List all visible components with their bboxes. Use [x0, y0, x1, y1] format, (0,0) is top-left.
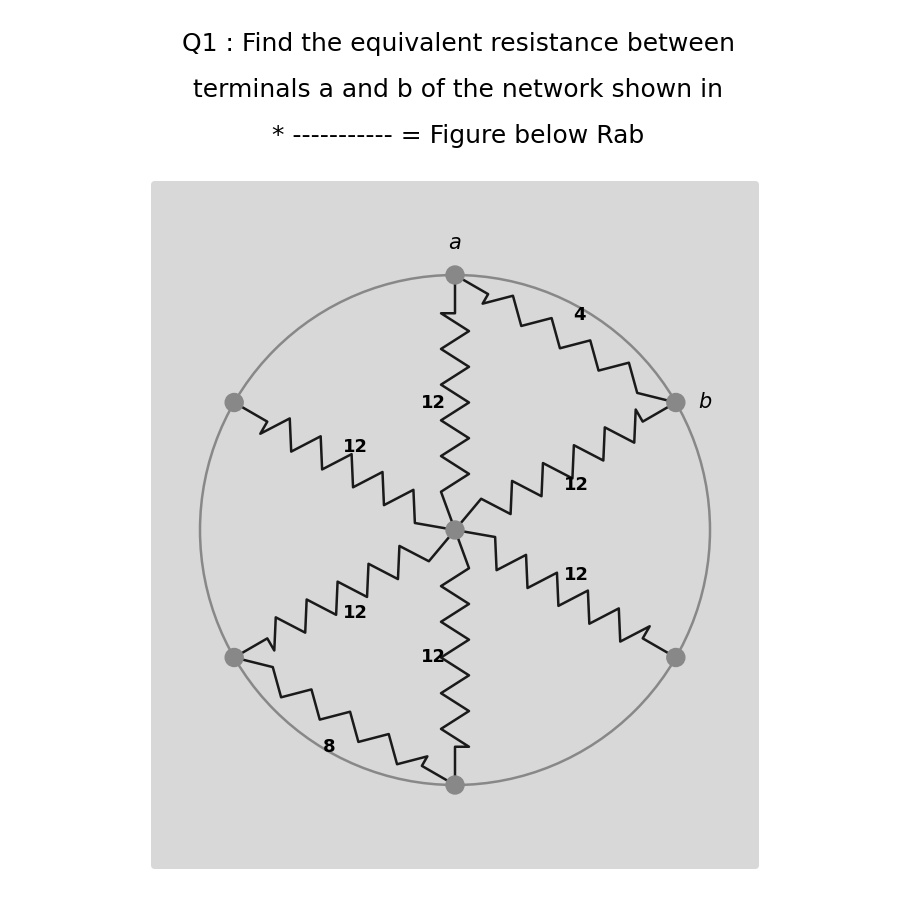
Text: terminals a and b of the network shown in: terminals a and b of the network shown i… [193, 78, 723, 102]
Text: 12: 12 [420, 394, 445, 412]
Circle shape [225, 394, 243, 412]
Text: * ----------- = Figure below Rab: * ----------- = Figure below Rab [272, 124, 644, 148]
Text: 12: 12 [344, 604, 368, 622]
Text: a: a [449, 233, 462, 253]
Text: 8: 8 [323, 738, 336, 756]
Circle shape [225, 649, 243, 667]
Text: 4: 4 [573, 305, 585, 323]
Text: b: b [698, 393, 711, 413]
Circle shape [446, 521, 464, 539]
Text: 12: 12 [564, 566, 589, 584]
Circle shape [667, 394, 685, 412]
FancyBboxPatch shape [151, 181, 759, 869]
Circle shape [446, 266, 464, 284]
Text: 12: 12 [344, 438, 368, 456]
Text: Q1 : Find the equivalent resistance between: Q1 : Find the equivalent resistance betw… [181, 32, 735, 56]
Circle shape [667, 649, 685, 667]
Text: 12: 12 [564, 476, 589, 495]
Circle shape [446, 776, 464, 794]
Text: 12: 12 [420, 649, 445, 667]
